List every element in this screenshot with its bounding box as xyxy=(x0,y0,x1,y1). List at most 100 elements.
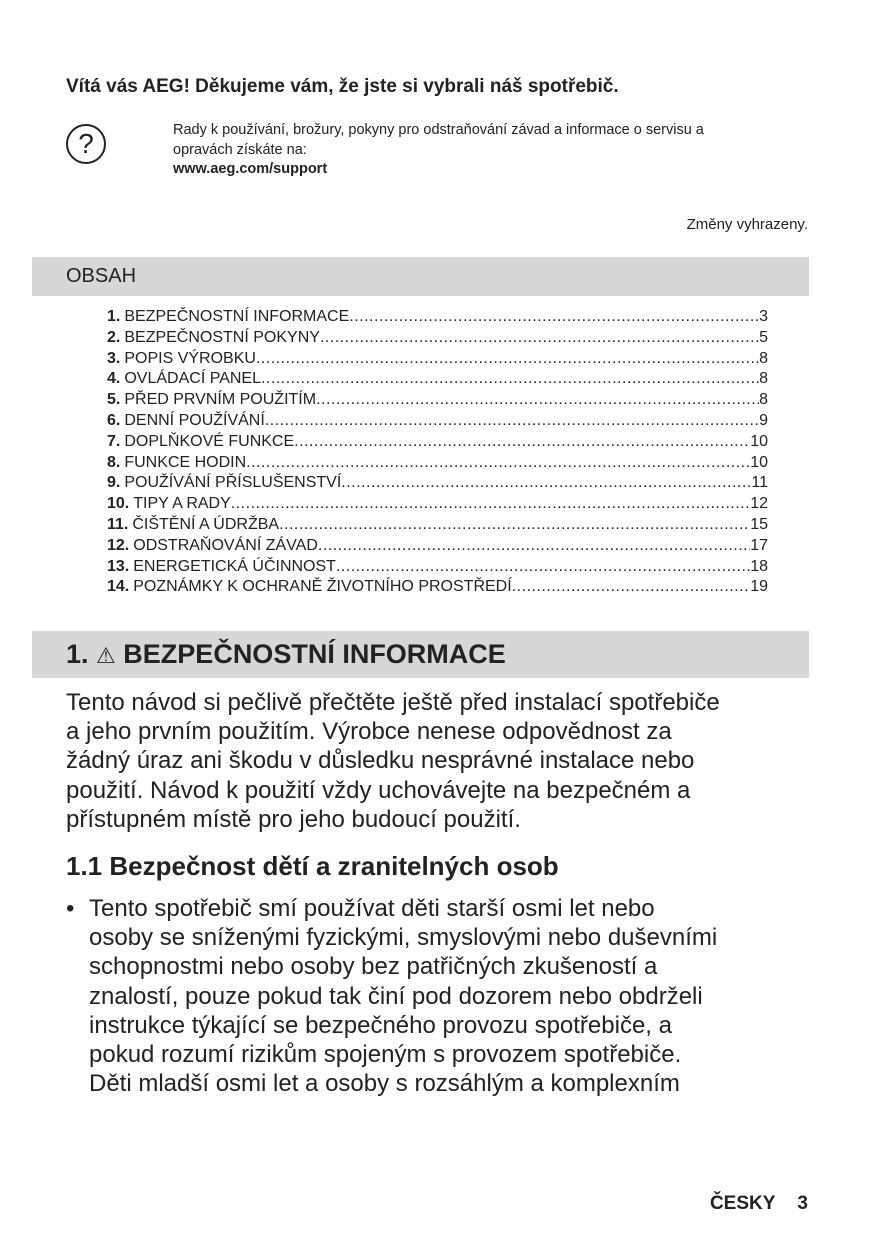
toc-item[interactable]: 6.DENNÍ POUŽÍVÁNÍ 9 xyxy=(107,411,768,432)
toc-item-label: BEZPEČNOSTNÍ POKYNY xyxy=(124,328,320,346)
toc-leader-dots xyxy=(316,390,759,411)
toc-item-page: 3 xyxy=(759,308,768,325)
support-text-line: Rady k používání, brožury, pokyny pro od… xyxy=(173,122,704,138)
toc-item[interactable]: 13.ENERGETICKÁ ÚČINNOST 18 xyxy=(107,557,768,578)
section-header-bar xyxy=(32,631,809,678)
toc-leader-dots xyxy=(231,494,750,515)
toc-item[interactable]: 7.DOPLŇKOVÉ FUNKCE 10 xyxy=(107,432,768,453)
toc-leader-dots xyxy=(341,473,751,494)
paragraph-line: a jeho prvním použitím. Výrobce nenese o… xyxy=(66,718,672,746)
section-number: 1. xyxy=(66,639,89,669)
paragraph-line: použití. Návod k použití vždy uchovávejt… xyxy=(66,776,691,804)
page-footer: ČESKY 3 xyxy=(710,1193,808,1215)
toc-item-page: 12 xyxy=(750,495,768,513)
toc-item-page: 10 xyxy=(750,453,768,471)
toc-item-label: FUNKCE HODIN xyxy=(124,453,247,471)
toc-leader-dots xyxy=(265,411,759,432)
bullet-line: Děti mladší osmi let a osoby s rozsáhlým… xyxy=(89,1070,680,1098)
toc-item-page: 10 xyxy=(750,432,768,450)
toc-item[interactable]: 14. POZNÁMKY K OCHRANĚ ŽIVOTNÍHO PROSTŘED… xyxy=(107,577,768,598)
toc-item-page: 8 xyxy=(759,349,768,367)
toc-item[interactable]: 8.FUNKCE HODIN 10 xyxy=(107,453,768,474)
toc-item-page: 18 xyxy=(750,557,768,575)
toc-item[interactable]: 4.OVLÁDACÍ PANEL 8 xyxy=(107,369,768,390)
toc-leader-dots xyxy=(336,557,750,578)
toc-leader-dots xyxy=(246,453,750,474)
toc-item-number: 4. xyxy=(107,370,121,388)
warning-triangle-icon: ⚠ xyxy=(96,643,116,668)
toc-item-label: ENERGETICKÁ ÚČINNOST xyxy=(133,557,336,575)
welcome-heading: Vítá vás AEG! Děkujeme vám, že jste si v… xyxy=(66,76,619,97)
toc-item-label: ODSTRAŇOVÁNÍ ZÁVAD xyxy=(133,536,318,554)
toc-item-number: 1. xyxy=(107,308,121,325)
toc-item-label: DOPLŇKOVÉ FUNKCE xyxy=(124,432,295,450)
toc-item-number: 7. xyxy=(107,432,121,450)
toc-item-label: ČIŠTĚNÍ A ÚDRŽBA xyxy=(132,515,280,533)
subsection-title: 1.1 Bezpečnost dětí a zranitelných osob xyxy=(66,851,559,881)
toc-item-page: 17 xyxy=(750,536,768,554)
toc-item-label: BEZPEČNOSTNÍ INFORMACE xyxy=(124,308,350,325)
support-info: Rady k používání, brožury, pokyny pro od… xyxy=(173,121,813,180)
bullet-line: instrukce týkající se bezpečného provozu… xyxy=(89,1011,672,1039)
toc-item-label: DENNÍ POUŽÍVÁNÍ xyxy=(124,411,265,429)
toc-item-number: 6. xyxy=(107,411,121,429)
toc-item[interactable]: 3.POPIS VÝROBKU 8 xyxy=(107,349,768,370)
toc-item[interactable]: 1.BEZPEČNOSTNÍ INFORMACE 3 xyxy=(107,307,768,328)
toc-item-number: 9. xyxy=(107,474,121,492)
support-text-line: opravách získáte na: xyxy=(173,141,307,158)
support-url-link[interactable]: www.aeg.com/support xyxy=(173,161,328,177)
toc-item[interactable]: 10.TIPY A RADY 12 xyxy=(107,494,768,515)
toc-item[interactable]: 2.BEZPEČNOSTNÍ POKYNY 5 xyxy=(107,328,768,349)
toc-item-label: PŘED PRVNÍM POUŽITÍM xyxy=(124,391,317,409)
toc-item-page: 19 xyxy=(750,578,768,596)
intro-paragraph: Tento návod si pečlivě přečtěte ještě př… xyxy=(66,688,720,834)
toc-item-page: 11 xyxy=(751,474,768,492)
toc-leader-dots xyxy=(261,369,759,390)
toc-item[interactable]: 5.PŘED PRVNÍM POUŽITÍM 8 xyxy=(107,390,768,411)
bullet-line: osoby se sníženými fyzickými, smyslovými… xyxy=(89,924,718,952)
bullet-icon: • xyxy=(66,895,75,922)
toc-leader-dots xyxy=(320,328,759,349)
table-of-contents: 1.BEZPEČNOSTNÍ INFORMACE 3 2.BEZPEČNOSTNÍ … xyxy=(107,307,768,598)
bullet-item: • Tento spotřebič smí používat děti star… xyxy=(66,894,717,1098)
toc-item-number: 8. xyxy=(107,453,121,471)
toc-item-label: TIPY A RADY xyxy=(133,495,231,513)
toc-item-number: 11. xyxy=(107,515,129,533)
toc-item-number: 3. xyxy=(107,349,121,367)
toc-item-page: 8 xyxy=(759,391,768,409)
section-title-text: BEZPEČNOSTNÍ INFORMACE xyxy=(123,639,506,669)
toc-leader-dots xyxy=(512,577,751,598)
toc-item-number: 2. xyxy=(107,328,121,346)
section-title: 1. ⚠ BEZPEČNOSTNÍ INFORMACE xyxy=(66,639,506,670)
paragraph-line: žádný úraz ani škodu v důsledku nesprávn… xyxy=(66,747,695,775)
toc-header-bar xyxy=(32,257,809,296)
changes-reserved-note: Změny vyhrazeny. xyxy=(686,216,808,233)
toc-item-page: 5 xyxy=(759,328,768,346)
toc-leader-dots xyxy=(349,307,759,328)
toc-item-number: 14. xyxy=(107,578,130,596)
toc-item-number: 10. xyxy=(107,495,130,513)
bullet-line: znalostí, pouze pokud tak činí pod dozor… xyxy=(89,982,703,1010)
toc-item-label: POPIS VÝROBKU xyxy=(124,349,256,367)
bullet-line: schopnostmi nebo osoby bez patřičných zk… xyxy=(89,953,658,981)
toc-item[interactable]: 9.POUŽÍVÁNÍ PŘÍSLUŠENSTVÍ 11 xyxy=(107,473,768,494)
toc-item-label: OVLÁDACÍ PANEL xyxy=(124,370,261,388)
question-circle-icon: ? xyxy=(66,124,106,164)
toc-leader-dots xyxy=(294,432,750,453)
toc-item-number: 12. xyxy=(107,536,130,554)
toc-item-page: 8 xyxy=(759,370,768,388)
bullet-line: Tento spotřebič smí používat děti starší… xyxy=(89,895,655,922)
toc-item-page: 9 xyxy=(759,411,768,429)
toc-title: OBSAH xyxy=(66,265,137,287)
toc-item-page: 15 xyxy=(750,515,768,533)
toc-item[interactable]: 11.ČIŠTĚNÍ A ÚDRŽBA 15 xyxy=(107,515,768,536)
bullet-line: pokud rozumí rizikům spojeným s provozem… xyxy=(89,1041,682,1069)
paragraph-line: přístupném místě pro jeho budoucí použit… xyxy=(66,805,521,833)
toc-item-label: POUŽÍVÁNÍ PŘÍSLUŠENSTVÍ xyxy=(124,474,342,492)
toc-item[interactable]: 12.ODSTRAŇOVÁNÍ ZÁVAD 17 xyxy=(107,536,768,557)
paragraph-line: Tento návod si pečlivě přečtěte ještě př… xyxy=(66,689,720,716)
toc-leader-dots xyxy=(318,536,750,557)
toc-item-label: POZNÁMKY K OCHRANĚ ŽIVOTNÍHO PROSTŘEDÍ xyxy=(133,578,512,596)
page-number: 3 xyxy=(797,1193,808,1214)
toc-item-number: 13. xyxy=(107,557,130,575)
